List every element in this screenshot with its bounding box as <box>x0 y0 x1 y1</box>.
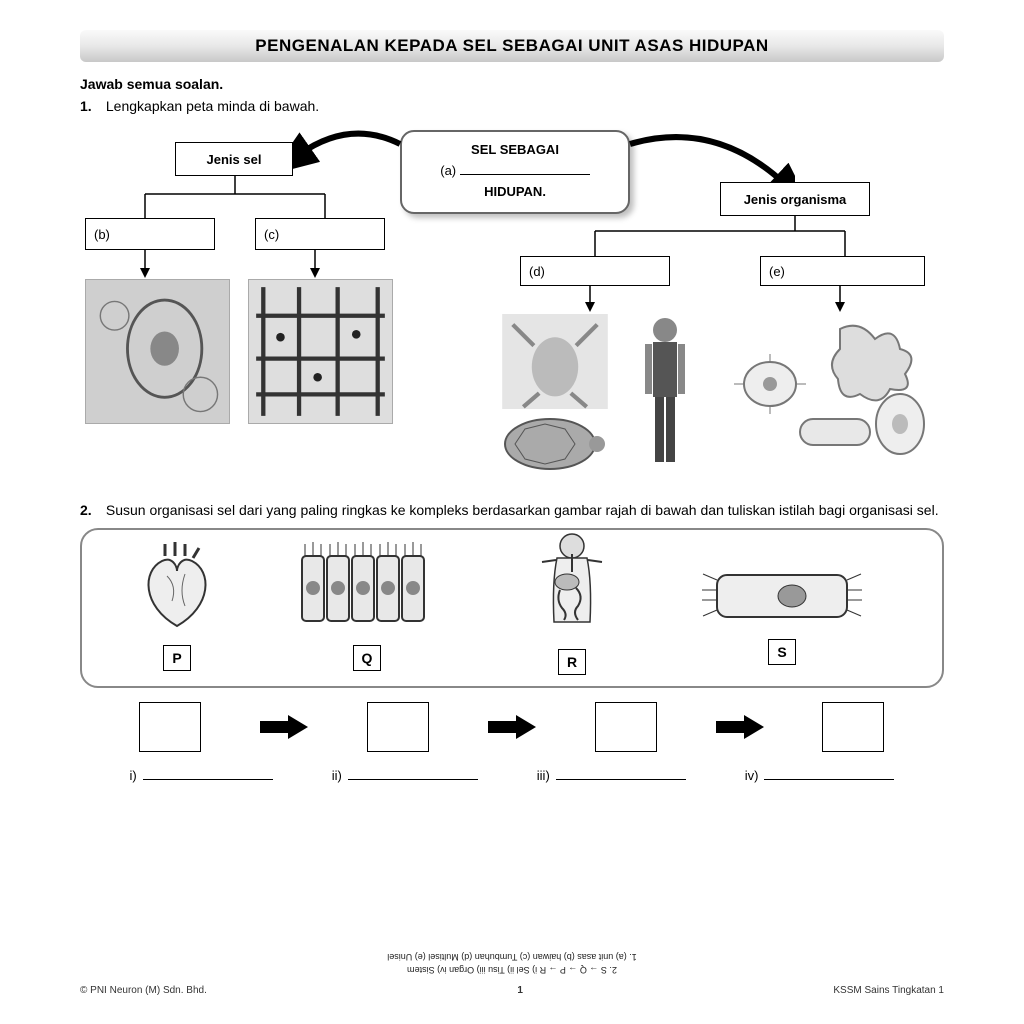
jenis-organisma-box: Jenis organisma <box>720 182 870 216</box>
e-label: (e) <box>769 264 785 279</box>
roman-iv: iv) <box>745 768 759 783</box>
q2-item-p: P <box>117 536 237 671</box>
blank-d-box[interactable]: (d) <box>520 256 670 286</box>
seq-box-4[interactable] <box>822 702 884 752</box>
seq-box-1[interactable] <box>139 702 201 752</box>
blank-i[interactable] <box>143 768 273 780</box>
ans-iii: iii) <box>537 768 686 783</box>
page-title-banner: PENGENALAN KEPADA SEL SEBAGAI UNIT ASAS … <box>80 30 944 62</box>
blank-iv[interactable] <box>764 768 894 780</box>
center-blank-row: (a) <box>420 161 610 182</box>
q2-text: Susun organisasi sel dari yang paling ri… <box>106 502 939 518</box>
mind-map-diagram: SEL SEBAGAI (a) HIDUPAN. Jenis sel Jenis… <box>80 124 944 484</box>
q2-item-q: Q <box>292 536 442 671</box>
footer-page-number: 1 <box>517 985 523 996</box>
arrow-right-icon <box>260 715 308 739</box>
seq-box-2[interactable] <box>367 702 429 752</box>
blank-ii[interactable] <box>348 768 478 780</box>
footer-copyright: © PNI Neuron (M) Sdn. Bhd. <box>80 985 207 996</box>
image-frog <box>500 314 610 409</box>
blank-e-box[interactable]: (e) <box>760 256 925 286</box>
q2-item-r: R <box>502 532 642 675</box>
blank-b-box[interactable]: (b) <box>85 218 215 250</box>
arrow-b-down-icon <box>135 250 155 280</box>
arrow-e-down-icon <box>830 286 850 314</box>
instruction-text: Jawab semua soalan. <box>80 76 944 92</box>
image-tissue <box>297 536 437 636</box>
sequence-row <box>80 702 944 752</box>
roman-i: i) <box>129 768 136 783</box>
blank-a[interactable] <box>460 163 590 175</box>
image-unicellular <box>730 314 930 464</box>
blank-iii[interactable] <box>556 768 686 780</box>
center-top-text: SEL SEBAGAI <box>420 140 610 161</box>
answer-key-line1: 1. (a) unit asas (b) haiwan (c) Tumbuhan… <box>0 951 1024 964</box>
jenis-sel-label: Jenis sel <box>207 152 262 167</box>
question-2-line: 2. Susun organisasi sel dari yang paling… <box>80 502 944 518</box>
answer-key-line2: 2. S → Q → P → R i) Sel ii) Tisu iii) Or… <box>0 963 1024 976</box>
jenis-sel-box: Jenis sel <box>175 142 293 176</box>
arrow-c-down-icon <box>305 250 325 280</box>
q2-item-s: S <box>692 560 872 665</box>
roman-ii: ii) <box>332 768 342 783</box>
page-title: PENGENALAN KEPADA SEL SEBAGAI UNIT ASAS … <box>255 36 768 55</box>
answer-key: 2. S → Q → P → R i) Sel ii) Tisu iii) Or… <box>0 951 1024 976</box>
image-heart-organ <box>127 536 227 636</box>
center-bottom-text: HIDUPAN. <box>420 182 610 203</box>
q2-label-r: R <box>558 649 586 675</box>
jenis-organisma-label: Jenis organisma <box>744 192 847 207</box>
q2-label-p: P <box>163 645 191 671</box>
q1-number: 1. <box>80 98 102 114</box>
roman-iii: iii) <box>537 768 550 783</box>
arrow-right-icon <box>488 715 536 739</box>
blank-c-box[interactable]: (c) <box>255 218 385 250</box>
image-human <box>625 314 705 479</box>
arrow-left-icon <box>290 124 410 184</box>
answer-blanks-row: i) ii) iii) iv) <box>80 768 944 783</box>
q2-image-panel: P Q <box>80 528 944 688</box>
image-turtle <box>485 409 615 479</box>
q2-label-s: S <box>768 639 796 665</box>
d-label: (d) <box>529 264 545 279</box>
q1-text: Lengkapkan peta minda di bawah. <box>106 98 319 114</box>
b-label: (b) <box>94 227 110 242</box>
c-label: (c) <box>264 227 279 242</box>
page-footer: © PNI Neuron (M) Sdn. Bhd. KSSM Sains Ti… <box>80 985 944 996</box>
q2-number: 2. <box>80 502 102 518</box>
image-single-cell <box>697 560 867 630</box>
image-plant-cell <box>248 279 393 424</box>
arrow-right-icon <box>716 715 764 739</box>
question-1-line: 1. Lengkapkan peta minda di bawah. <box>80 98 944 114</box>
center-a-label: (a) <box>440 163 456 178</box>
ans-ii: ii) <box>332 768 478 783</box>
image-body-system <box>512 532 632 640</box>
ans-iv: iv) <box>745 768 895 783</box>
ans-i: i) <box>129 768 272 783</box>
arrow-d-down-icon <box>580 286 600 314</box>
center-concept-box: SEL SEBAGAI (a) HIDUPAN. <box>400 130 630 214</box>
footer-right: KSSM Sains Tingkatan 1 <box>833 985 944 996</box>
q2-label-q: Q <box>353 645 381 671</box>
worksheet-page: PENGENALAN KEPADA SEL SEBAGAI UNIT ASAS … <box>0 0 1024 1024</box>
seq-box-3[interactable] <box>595 702 657 752</box>
image-animal-cell <box>85 279 230 424</box>
